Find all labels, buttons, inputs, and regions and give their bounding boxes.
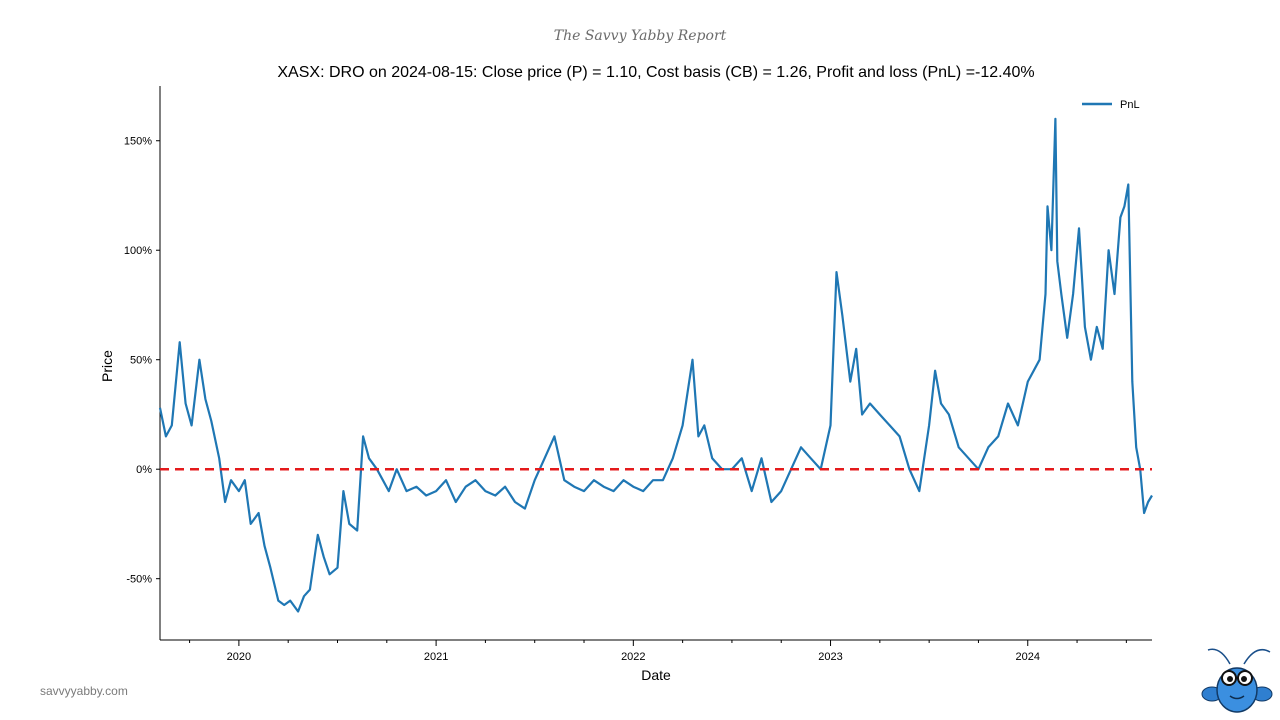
y-tick-label: 100% (124, 245, 152, 257)
y-tick-label: 0% (136, 464, 152, 476)
y-tick-label: 150% (124, 136, 152, 148)
y-tick-label: -50% (126, 574, 152, 586)
site-url: savvyyabby.com (40, 684, 128, 698)
y-tick-label: 50% (130, 355, 152, 367)
x-tick-label: 2021 (424, 651, 448, 663)
pnl-series-line (158, 117, 1153, 613)
x-tick-label: 2020 (227, 651, 251, 663)
x-tick-label: 2022 (621, 651, 645, 663)
legend-label-pnl: PnL (1120, 99, 1140, 111)
plot-area: -50% 0% 50% 100% 150% 2020 2021 2022 2023 2024 (124, 86, 1153, 663)
legend: PnL (1082, 99, 1140, 111)
report-brand: The Savvy Yabby Report (553, 28, 727, 44)
y-axis-label: Price (99, 350, 115, 382)
x-tick-label: 2023 (818, 651, 842, 663)
x-tick-label: 2024 (1016, 651, 1040, 663)
yabby-mascot-icon (1201, 648, 1273, 713)
chart-title: XASX: DRO on 2024-08-15: Close price (P)… (277, 64, 1034, 81)
x-axis-label: Date (641, 667, 671, 683)
